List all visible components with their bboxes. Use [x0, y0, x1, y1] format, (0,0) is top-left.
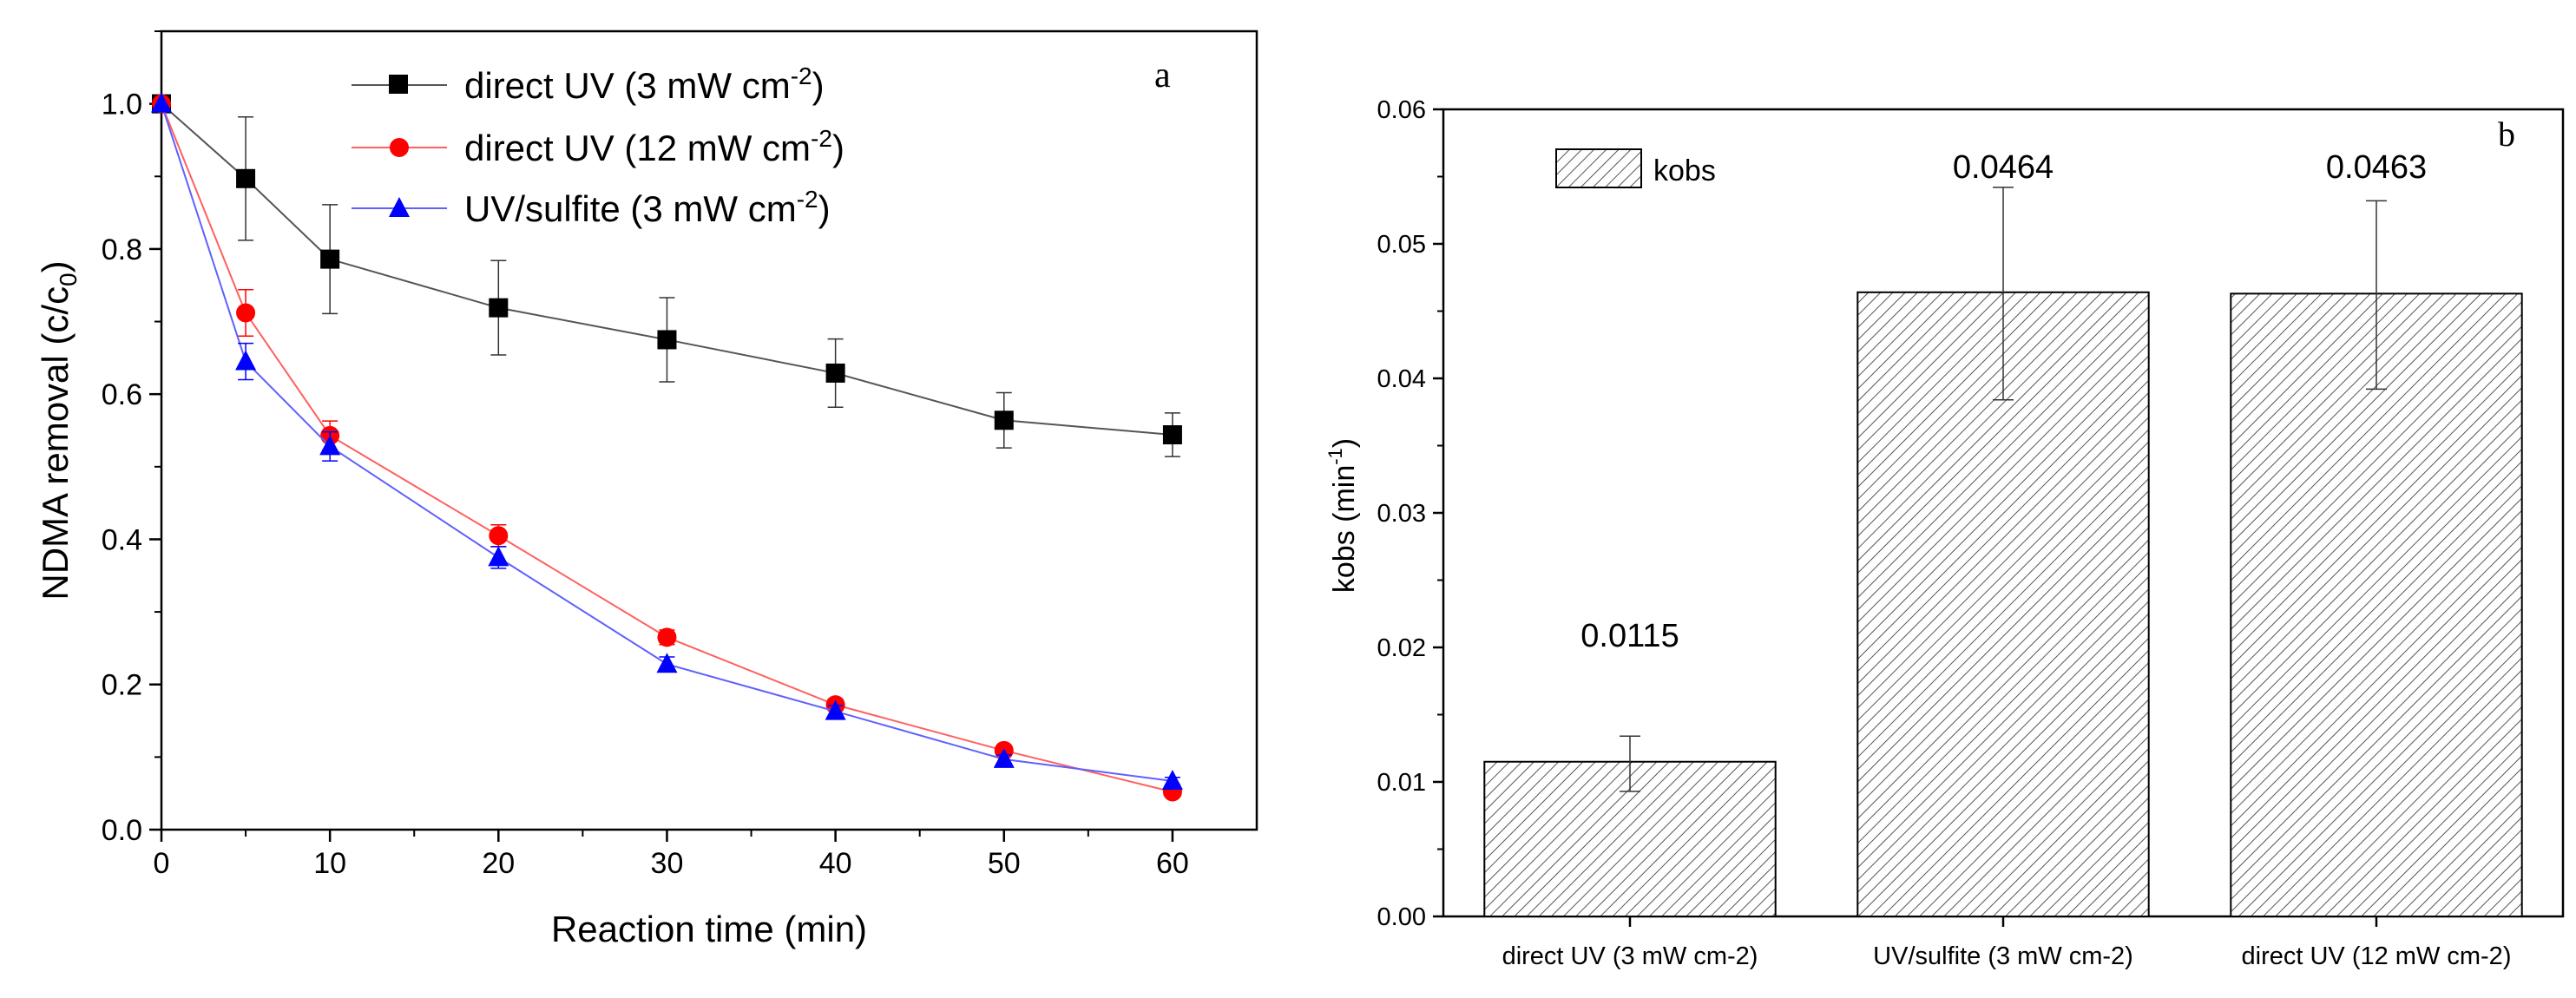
legend-label-direct-uv-12: direct UV (12 mW cm-2) [464, 125, 844, 168]
bar-value-label: 0.0463 [2326, 149, 2427, 186]
data-point-triangle [656, 653, 678, 673]
x-tick-label: 20 [482, 847, 515, 880]
data-point-square [320, 249, 340, 269]
x-tick-label: 0 [154, 847, 170, 880]
data-point-circle [236, 303, 256, 323]
legend-marker-circle [390, 138, 409, 157]
series-2 [151, 92, 1183, 790]
data-point-square [1162, 425, 1182, 445]
y-tick-label: 0.02 [1377, 634, 1426, 662]
panel-b-y-axis-title-main: kobs (min [1328, 465, 1361, 593]
bar-group-2: 0.0463 direct UV (12 mW cm-2) [2230, 149, 2523, 970]
data-point-square [825, 363, 845, 383]
data-point-triangle [488, 546, 509, 567]
bar-group-1: 0.0464 UV/sulfite (3 mW cm-2) [1856, 149, 2150, 970]
data-point-triangle [151, 92, 172, 113]
data-point-circle [657, 627, 677, 647]
panel-a-x-axis-title: Reaction time (min) [551, 909, 867, 949]
x-tick-label: 60 [1156, 847, 1189, 880]
bar [2230, 292, 2523, 918]
y-tick-label: 0.01 [1377, 769, 1426, 797]
series-line [161, 103, 1173, 782]
legend-marker-triangle [389, 197, 410, 217]
panel-a-y-axis-title-close: ) [35, 260, 76, 272]
data-point-square [489, 298, 509, 318]
x-category-label: direct UV (3 mW cm-2) [1502, 942, 1758, 970]
panel-b-bar-chart: 0.00 0.01 0.02 0.03 0.04 0.05 0.06 0.0115 direc… [1324, 96, 2565, 970]
data-point-circle [489, 526, 509, 546]
y-tick-label: 0.03 [1377, 500, 1426, 528]
y-tick-label: 0.04 [1377, 365, 1426, 393]
data-point-triangle [825, 699, 846, 720]
panel-a-line-chart: 0 10 20 30 40 50 60 0.0 0.2 0.4 0.6 0.8 1.0 Reaction… [35, 30, 1258, 949]
legend-marker-square [389, 75, 408, 94]
data-point-square [657, 330, 677, 350]
x-tick-label: 10 [313, 847, 346, 880]
panel-a-label: a [1154, 56, 1171, 95]
data-point-triangle [235, 350, 257, 371]
panel-b-legend: kobs [1555, 148, 1716, 188]
panel-a-y-axis-title: NDMA removal (c/c0) [35, 260, 82, 600]
bar-value-label: 0.0115 [1580, 618, 1679, 654]
series-line [161, 103, 1173, 793]
panel-a-y-axis-title-main: NDMA removal (c/c [35, 286, 76, 601]
y-tick-label: 0.05 [1377, 231, 1426, 259]
data-point-square [236, 168, 256, 188]
legend-entry-uv-sulfite: UV/sulfite (3 mW cm-2) [352, 186, 831, 229]
y-tick-label: 0.4 [102, 523, 142, 556]
data-point-square [994, 410, 1014, 430]
y-tick-label: 0.2 [102, 669, 142, 702]
data-point-triangle [993, 747, 1015, 768]
y-tick-label: 0.6 [102, 378, 142, 411]
legend-label-direct-uv-3: direct UV (3 mW cm-2) [464, 62, 825, 106]
panel-a-axes-frame [160, 30, 1258, 831]
panel-b-y-axis-title: kobs (min-1) [1324, 438, 1361, 593]
data-point-triangle [1161, 769, 1183, 790]
series-line [161, 102, 1173, 437]
panel-b-label: b [2498, 115, 2515, 154]
y-tick-label: 0.8 [102, 233, 142, 266]
y-tick-label: 0.00 [1377, 903, 1426, 931]
bar-value-label: 0.0464 [1953, 149, 2054, 186]
y-tick-label: 0.06 [1377, 96, 1426, 124]
panel-a-legend: direct UV (3 mW cm-2) direct UV (12 mW c… [352, 62, 844, 229]
panel-a-ticks: 0 10 20 30 40 50 60 0.0 0.2 0.4 0.6 0.8 1.0 [102, 30, 1189, 880]
legend-label-uv-sulfite: UV/sulfite (3 mW cm-2) [464, 186, 831, 229]
legend-entry-direct-uv-3: direct UV (3 mW cm-2) [352, 62, 825, 106]
panel-b-bars: 0.0115 direct UV (3 mW cm-2) 0.0464 UV/sulf… [1483, 149, 2523, 970]
bar-group-0: 0.0115 direct UV (3 mW cm-2) [1483, 618, 1777, 970]
legend-entry-direct-uv-12: direct UV (12 mW cm-2) [352, 125, 844, 168]
legend-label-kobs: kobs [1653, 154, 1716, 187]
data-point-triangle [319, 435, 341, 456]
x-category-label: direct UV (12 mW cm-2) [2242, 942, 2512, 970]
y-tick-label: 1.0 [102, 89, 142, 121]
y-tick-label: 0.0 [102, 814, 142, 847]
legend-swatch-hatched [1555, 148, 1642, 188]
x-tick-label: 50 [988, 847, 1021, 880]
panel-a-series [151, 92, 1183, 802]
panel-b-y-axis-title-close: ) [1328, 438, 1361, 448]
panel-b-ticks: 0.00 0.01 0.02 0.03 0.04 0.05 0.06 [1377, 96, 1443, 931]
panel-b-y-axis-title-superscript: -1 [1324, 448, 1346, 465]
x-tick-label: 30 [651, 847, 684, 880]
x-tick-label: 40 [819, 847, 852, 880]
x-category-label: UV/sulfite (3 mW cm-2) [1873, 942, 2133, 970]
panel-a-y-axis-title-subscript: 0 [55, 272, 82, 286]
